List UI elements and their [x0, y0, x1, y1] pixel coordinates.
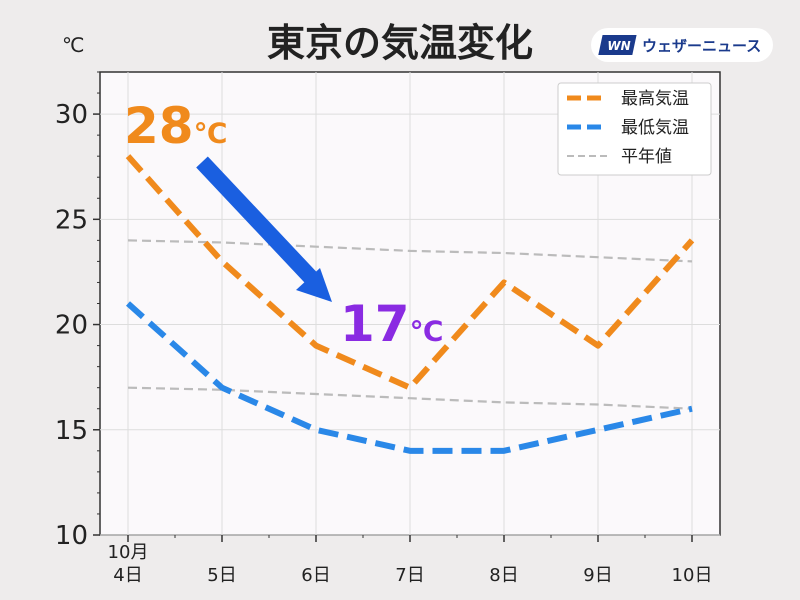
- annotation-max-unit: ℃: [194, 117, 228, 150]
- series-line-min: [125, 301, 693, 454]
- x-tick-label: 8日: [489, 565, 518, 586]
- legend: 最高気温 最低気温 平年値: [557, 82, 712, 176]
- x-tick-label: 5日: [207, 565, 236, 586]
- arrow-shaft: [196, 156, 321, 288]
- arrow-head-icon: [296, 268, 332, 302]
- legend-box: [557, 82, 712, 176]
- annotation-min-unit: ℃: [410, 315, 444, 348]
- y-tick-label: 20: [55, 311, 88, 341]
- series-lines: [125, 154, 695, 454]
- annotation-min: 17℃: [340, 295, 444, 353]
- y-tick-label: 30: [55, 100, 88, 130]
- annotation-max: 28℃: [124, 97, 228, 155]
- series-line-max: [125, 154, 695, 391]
- x-tick-label: 7日: [395, 565, 424, 586]
- legend-label-normal: 平年値: [621, 147, 672, 167]
- series-line-normal-min: [127, 386, 693, 410]
- series-line-normal-max: [127, 239, 693, 263]
- axes: 10 15 20 25 30 4日 5日 6日 7日 8日 9日 10日 10月: [55, 71, 713, 586]
- weathernews-logo-icon: WN: [598, 35, 637, 55]
- annotation-min-value: 17: [340, 295, 410, 353]
- annotation-max-text: 28℃: [124, 97, 228, 155]
- annotation-arrow: [196, 156, 332, 302]
- annotation-max-value: 28: [124, 97, 194, 155]
- y-tick-label: 15: [55, 416, 88, 446]
- annotation-min-text: 17℃: [340, 295, 444, 353]
- brand-name: ウェザーニュース: [642, 37, 761, 55]
- legend-label-min: 最低気温: [621, 118, 689, 138]
- x-tick-label: 6日: [301, 565, 330, 586]
- y-tick-label: 10: [55, 521, 88, 551]
- chart-title: 東京の気温変化: [267, 21, 533, 65]
- y-tick-label: 25: [55, 205, 88, 235]
- y-axis-unit: ℃: [62, 33, 84, 57]
- x-tick-label: 9日: [583, 565, 612, 586]
- x-tick-label: 10日: [672, 565, 713, 586]
- x-tick-label: 4日: [113, 565, 142, 586]
- x-month-label: 10月: [108, 542, 149, 563]
- legend-label-max: 最高気温: [621, 89, 689, 109]
- brand-logo-text: WN: [607, 39, 630, 53]
- brand-badge: WN ウェザーニュース: [591, 28, 773, 62]
